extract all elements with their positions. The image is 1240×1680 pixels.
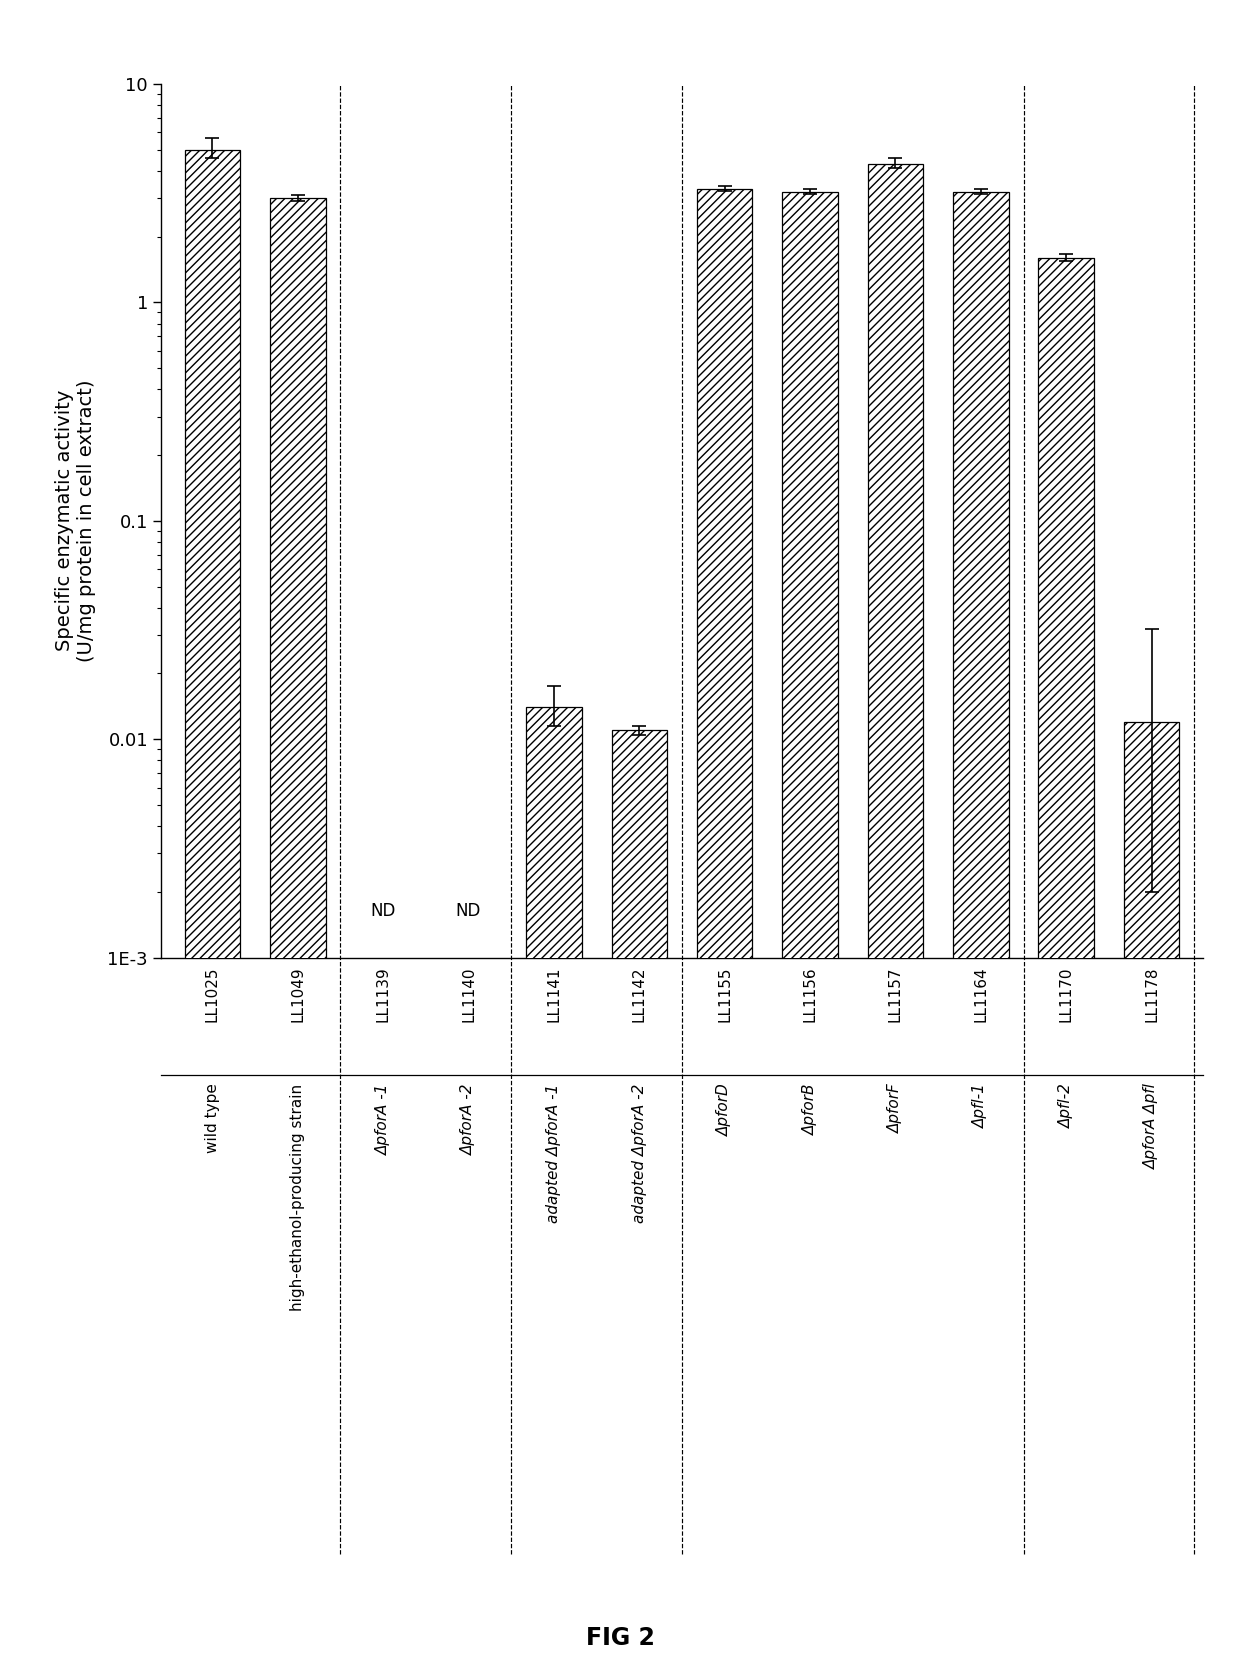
Text: LL1025: LL1025 bbox=[205, 966, 219, 1021]
Text: LL1170: LL1170 bbox=[1059, 966, 1074, 1021]
Bar bbox=[782, 192, 838, 1680]
Text: Δpfl-2: Δpfl-2 bbox=[1059, 1084, 1074, 1129]
Text: LL1141: LL1141 bbox=[547, 966, 562, 1021]
Bar bbox=[954, 192, 1008, 1680]
Bar bbox=[526, 707, 582, 1680]
Text: wild type: wild type bbox=[205, 1084, 219, 1154]
Text: LL1155: LL1155 bbox=[717, 966, 732, 1021]
Text: ΔpforA -1: ΔpforA -1 bbox=[376, 1084, 391, 1156]
Text: ΔpforB: ΔpforB bbox=[802, 1084, 817, 1136]
Text: ΔpforA -2: ΔpforA -2 bbox=[461, 1084, 476, 1156]
Text: LL1178: LL1178 bbox=[1145, 966, 1159, 1021]
Text: LL1164: LL1164 bbox=[973, 966, 988, 1021]
Bar bbox=[697, 190, 753, 1680]
Text: ΔpforF: ΔpforF bbox=[888, 1084, 903, 1134]
Text: LL1049: LL1049 bbox=[290, 966, 305, 1021]
Bar bbox=[185, 150, 241, 1680]
Text: LL1156: LL1156 bbox=[802, 966, 817, 1021]
Bar bbox=[270, 198, 326, 1680]
Text: LL1140: LL1140 bbox=[461, 966, 476, 1021]
Bar bbox=[1038, 257, 1094, 1680]
Text: ΔpforA Δpfl: ΔpforA Δpfl bbox=[1145, 1084, 1159, 1169]
Bar bbox=[611, 731, 667, 1680]
Text: ΔpforD: ΔpforD bbox=[717, 1084, 732, 1136]
Text: adapted ΔpforA -1: adapted ΔpforA -1 bbox=[547, 1084, 562, 1223]
Bar bbox=[1123, 722, 1179, 1680]
Text: high-ethanol-producing strain: high-ethanol-producing strain bbox=[290, 1084, 305, 1310]
Bar bbox=[868, 165, 924, 1680]
Y-axis label: Specific enzymatic activity
(U/mg protein in cell extract): Specific enzymatic activity (U/mg protei… bbox=[56, 380, 97, 662]
Text: LL1142: LL1142 bbox=[632, 966, 647, 1021]
Text: FIG 2: FIG 2 bbox=[585, 1626, 655, 1650]
Text: adapted ΔpforA -2: adapted ΔpforA -2 bbox=[632, 1084, 647, 1223]
Text: LL1157: LL1157 bbox=[888, 966, 903, 1021]
Text: LL1139: LL1139 bbox=[376, 966, 391, 1021]
Text: Δpfl-1: Δpfl-1 bbox=[973, 1084, 988, 1129]
Text: ND: ND bbox=[371, 902, 396, 921]
Text: ND: ND bbox=[456, 902, 481, 921]
